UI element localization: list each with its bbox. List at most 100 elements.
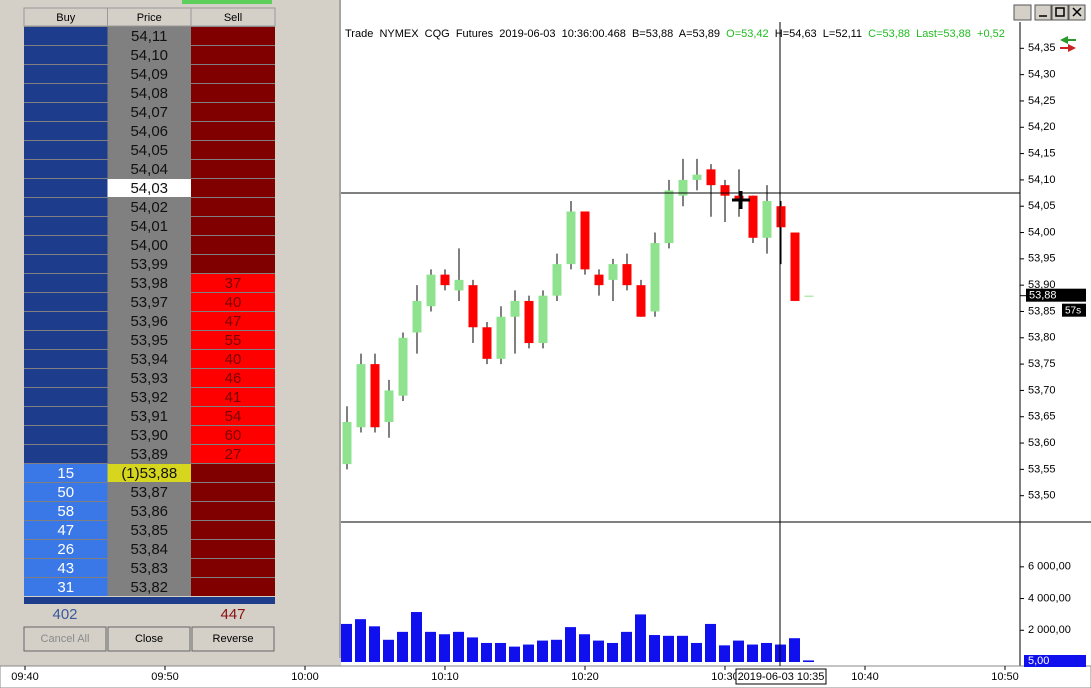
buy-cell xyxy=(24,407,108,425)
y-tick-label: 53,50 xyxy=(1028,490,1056,502)
price-cell xyxy=(107,540,191,558)
button[interactable] xyxy=(107,626,191,652)
sell-cell xyxy=(191,217,275,235)
price-label: 54,11 xyxy=(131,28,167,45)
price-cell xyxy=(107,274,191,292)
price-cell xyxy=(107,84,191,102)
candle-body xyxy=(440,274,450,286)
price-label: 54,08 xyxy=(130,85,168,102)
candle-body xyxy=(342,422,352,465)
buy-size: 50 xyxy=(57,484,74,501)
volume-bar xyxy=(677,635,688,662)
sell-cell xyxy=(191,255,275,273)
button[interactable] xyxy=(23,626,107,652)
volume-bar xyxy=(397,631,408,662)
volume-bar xyxy=(495,642,506,662)
y-tick-label: 54,15 xyxy=(1028,147,1056,159)
sell-cell xyxy=(191,236,275,254)
y-tick-label: 53,65 xyxy=(1028,411,1056,423)
info-segment: H=54,63 L=52,11 xyxy=(775,28,868,40)
sell-size: 40 xyxy=(225,351,242,368)
volume-bar xyxy=(719,645,730,662)
volume-bar xyxy=(663,635,674,662)
y-tick-label: 53,85 xyxy=(1028,305,1056,317)
volume-bar xyxy=(747,644,758,662)
restore-button[interactable] xyxy=(1013,4,1032,21)
buy-cell xyxy=(24,578,108,596)
volume-tick-label: 2 000,00 xyxy=(1028,624,1071,636)
sell-cell xyxy=(191,426,275,444)
sell-cell xyxy=(191,559,275,577)
price-cell xyxy=(107,217,191,235)
buy-cell xyxy=(24,464,108,482)
price-cell xyxy=(107,255,191,273)
time-label: 10:30 xyxy=(711,671,739,683)
price-label: 54,10 xyxy=(130,47,168,64)
price-label: 53,92 xyxy=(130,389,168,406)
sell-size: 54 xyxy=(225,408,242,425)
minimize-button[interactable] xyxy=(1034,4,1052,21)
time-label: 09:50 xyxy=(151,671,179,683)
y-tick-label: 53,60 xyxy=(1028,437,1056,449)
sell-cell xyxy=(191,312,275,330)
time-label: 10:50 xyxy=(991,671,1019,683)
buy-cell xyxy=(24,559,108,577)
y-tick-label: 54,00 xyxy=(1028,226,1056,238)
candle-body xyxy=(608,264,618,280)
sell-cell xyxy=(191,464,275,482)
price-label: 53,96 xyxy=(130,313,168,330)
buy-cell xyxy=(24,369,108,387)
price-label: 53,84 xyxy=(130,541,168,558)
price-label: 54,04 xyxy=(130,161,168,178)
sell-cell xyxy=(191,388,275,406)
sell-cell xyxy=(191,198,275,216)
candle-body xyxy=(580,211,590,270)
y-tick-label: 53,80 xyxy=(1028,332,1056,344)
buy-size: 31 xyxy=(57,579,74,596)
candle-body xyxy=(566,211,576,265)
candle-body xyxy=(510,300,520,317)
volume-bar xyxy=(523,644,534,662)
volume-bar xyxy=(439,634,450,662)
sell-cell xyxy=(191,103,275,121)
price-cell xyxy=(107,350,191,368)
candle-body xyxy=(664,190,674,244)
price-label: 54,05 xyxy=(130,142,168,159)
buy-cell xyxy=(24,141,108,159)
sync-icon[interactable] xyxy=(1060,36,1076,52)
price-cell xyxy=(107,293,191,311)
buy-cell xyxy=(24,350,108,368)
volume-bar xyxy=(607,642,618,662)
candle-body xyxy=(356,364,366,428)
countdown-box xyxy=(1062,303,1086,317)
candle-body xyxy=(678,179,688,196)
buy-cell xyxy=(24,502,108,520)
y-tick-label: 53,55 xyxy=(1028,463,1056,475)
buy-cell xyxy=(24,312,108,330)
sell-cell xyxy=(191,27,275,45)
sell-size: 47 xyxy=(225,313,242,330)
icon-arrow xyxy=(1060,36,1076,44)
price-label: 54,02 xyxy=(130,199,168,216)
volume-bar xyxy=(411,612,422,662)
price-label: 53,94 xyxy=(130,351,168,368)
buy-cell xyxy=(24,122,108,140)
candle-body xyxy=(762,200,772,238)
volume-bar xyxy=(691,642,702,662)
candle-body xyxy=(622,264,632,286)
candle-body xyxy=(552,264,562,296)
sell-size: 55 xyxy=(225,332,242,349)
sell-cell xyxy=(191,540,275,558)
last-price-label: 53,88 xyxy=(1029,290,1057,302)
volume-bar xyxy=(733,640,744,662)
volume-bar xyxy=(453,631,464,662)
candle-body xyxy=(650,243,660,312)
price-label: 53,86 xyxy=(130,503,168,520)
button[interactable] xyxy=(191,626,275,652)
y-tick-label: 54,20 xyxy=(1028,121,1056,133)
price-cell xyxy=(107,388,191,406)
candle-body xyxy=(734,195,744,201)
buy-cell xyxy=(24,217,108,235)
volume-bar xyxy=(509,646,520,662)
time-label: 10:40 xyxy=(851,671,879,683)
